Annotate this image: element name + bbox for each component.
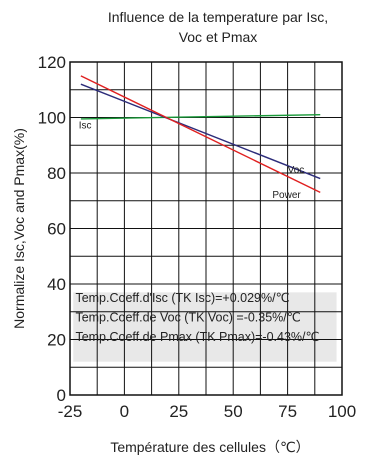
- coefficient-line: Temp.Coeff.de Voc (TK Voc) =-0.35%/℃: [75, 310, 300, 324]
- series-label-voc: Voc: [288, 165, 305, 176]
- series-labels: Isc Voc Power: [79, 121, 305, 201]
- y-tick-label: 120: [38, 53, 66, 72]
- coefficient-annotations: Temp.Coeff.d'Isc (TK Isc)=+0.029%/℃ Temp.…: [75, 291, 319, 344]
- coefficient-legend-box: [73, 292, 337, 362]
- x-tick-label: 75: [278, 402, 297, 421]
- x-tick-label: 25: [169, 402, 188, 421]
- series-line-voc: [80, 83, 321, 180]
- y-tick-label: 80: [47, 164, 66, 183]
- y-tick-label: 40: [47, 275, 66, 294]
- series-lines: [80, 75, 321, 194]
- x-tick-label: 100: [328, 402, 356, 421]
- series-label-isc: Isc: [79, 121, 92, 132]
- x-axis-title: Température des cellules（℃）: [110, 439, 309, 455]
- chart-title-line-1: Influence de la temperature par Isc,: [108, 9, 328, 25]
- y-axis-ticks: 0 20 40 60 80 100 120: [38, 53, 66, 405]
- series-label-power: Power: [272, 190, 301, 201]
- series-line-isc: [80, 114, 321, 120]
- y-tick-label: 60: [47, 220, 66, 239]
- chart-title-line-2: Voc et Pmax: [179, 29, 258, 45]
- chart-title: Influence de la temperature par Isc, Voc…: [108, 9, 328, 45]
- y-tick-label: 100: [38, 109, 66, 128]
- y-tick-label: 0: [57, 386, 66, 405]
- y-axis-title: Normalize Isc,Voc and Pmax(%): [11, 128, 27, 329]
- coefficient-line: Temp.Coeff.de Pmax (TK Pmax)=-0.43%/℃: [75, 330, 319, 344]
- x-tick-label: 50: [224, 402, 243, 421]
- x-tick-label: 0: [120, 402, 129, 421]
- coefficient-line: Temp.Coeff.d'Isc (TK Isc)=+0.029%/℃: [75, 291, 289, 305]
- x-tick-label: -25: [58, 402, 83, 421]
- y-tick-label: 20: [47, 331, 66, 350]
- plot-frame: [69, 61, 343, 396]
- x-axis-ticks: -25 0 25 50 75 100: [58, 402, 356, 421]
- series-line-power: [80, 75, 321, 194]
